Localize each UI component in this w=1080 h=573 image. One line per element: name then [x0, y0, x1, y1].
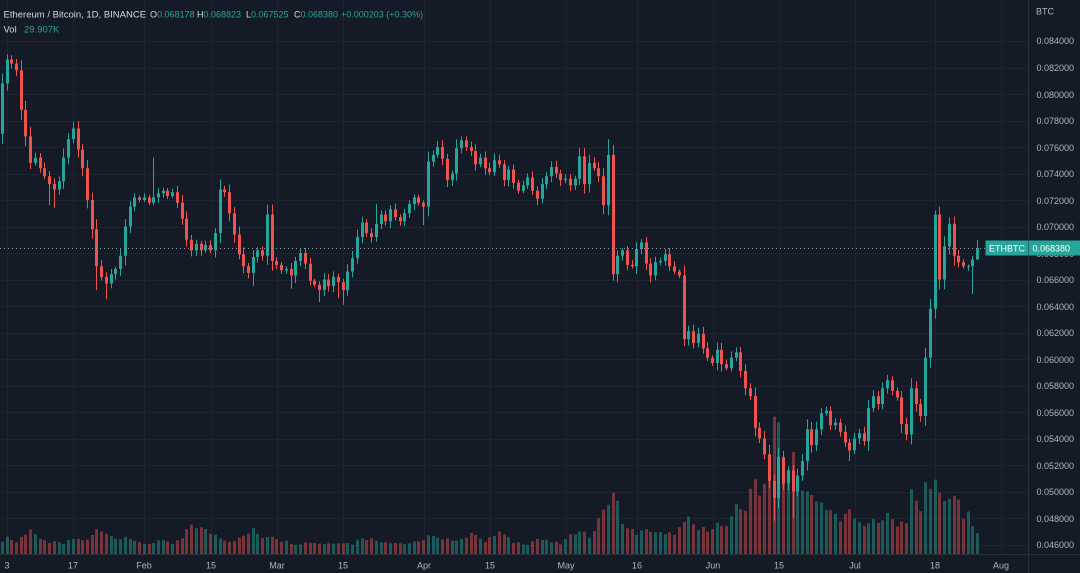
svg-text:0.072000: 0.072000 [1037, 196, 1075, 206]
svg-text:Jul: Jul [849, 561, 861, 571]
svg-text:18: 18 [930, 561, 940, 571]
svg-text:17: 17 [68, 561, 78, 571]
svg-text:Aug: Aug [993, 561, 1009, 571]
svg-text:H0.068823: H0.068823 [197, 10, 241, 20]
svg-text:0.062000: 0.062000 [1037, 328, 1075, 338]
svg-text:16: 16 [632, 561, 642, 571]
svg-text:Jun: Jun [706, 561, 721, 571]
svg-text:29.907K: 29.907K [24, 25, 60, 36]
svg-text:0.080000: 0.080000 [1037, 90, 1075, 100]
svg-text:0.084000: 0.084000 [1037, 36, 1075, 46]
svg-text:Vol: Vol [4, 25, 17, 36]
svg-text:C0.068380: C0.068380 [294, 10, 338, 20]
svg-text:+0.000203 (+0.30%): +0.000203 (+0.30%) [341, 10, 423, 20]
svg-text:0.066000: 0.066000 [1037, 275, 1075, 285]
svg-text:0.078000: 0.078000 [1037, 116, 1075, 126]
svg-text:0.054000: 0.054000 [1037, 434, 1075, 444]
svg-text:15: 15 [338, 561, 348, 571]
svg-text:0.048000: 0.048000 [1037, 514, 1075, 524]
svg-text:BTC: BTC [1036, 7, 1055, 17]
svg-text:15: 15 [206, 561, 216, 571]
svg-text:Mar: Mar [269, 561, 285, 571]
svg-text:Apr: Apr [417, 561, 431, 571]
svg-text:Ethereum / Bitcoin, 1D, BINANC: Ethereum / Bitcoin, 1D, BINANCE [4, 10, 147, 21]
svg-text:3: 3 [4, 561, 9, 571]
svg-text:ETHBTC: ETHBTC [989, 244, 1026, 254]
svg-text:0.056000: 0.056000 [1037, 408, 1075, 418]
svg-text:0.064000: 0.064000 [1037, 302, 1075, 312]
svg-text:Feb: Feb [136, 561, 152, 571]
svg-text:May: May [557, 561, 575, 571]
svg-text:0.058000: 0.058000 [1037, 381, 1075, 391]
svg-text:0.046000: 0.046000 [1037, 540, 1075, 550]
svg-text:0.052000: 0.052000 [1037, 461, 1075, 471]
svg-text:0.060000: 0.060000 [1037, 355, 1075, 365]
svg-text:0.076000: 0.076000 [1037, 143, 1075, 153]
svg-text:0.068380: 0.068380 [1033, 244, 1071, 254]
svg-text:0.050000: 0.050000 [1037, 487, 1075, 497]
svg-text:0.074000: 0.074000 [1037, 169, 1075, 179]
svg-text:0.070000: 0.070000 [1037, 222, 1075, 232]
svg-text:15: 15 [485, 561, 495, 571]
svg-text:0.082000: 0.082000 [1037, 63, 1075, 73]
svg-text:15: 15 [774, 561, 784, 571]
svg-text:O0.068178: O0.068178 [150, 10, 195, 20]
svg-text:L0.067525: L0.067525 [246, 10, 289, 20]
